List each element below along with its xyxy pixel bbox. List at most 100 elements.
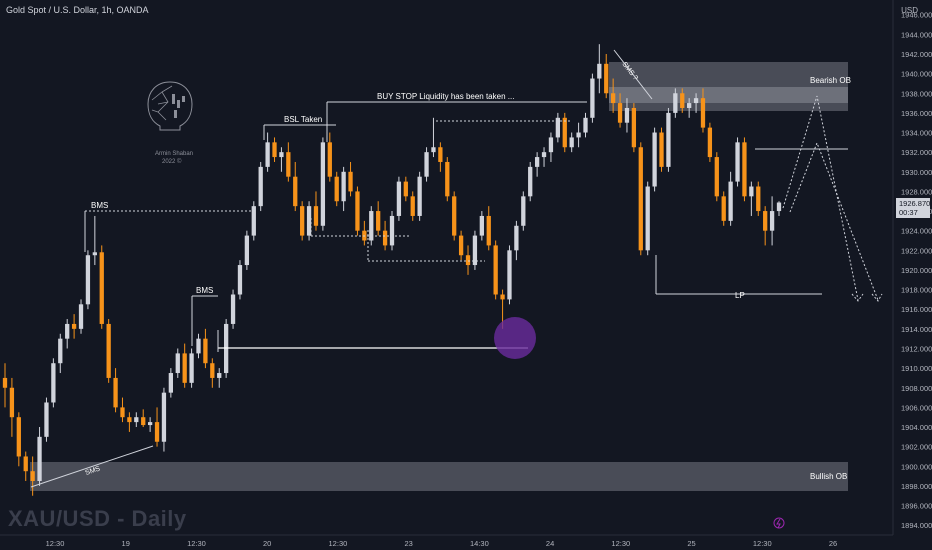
candle xyxy=(161,387,167,452)
candle xyxy=(700,88,706,133)
y-tick-label: 1946.000 xyxy=(901,11,932,20)
x-tick-label: 19 xyxy=(122,539,130,548)
candle xyxy=(576,122,581,148)
candle xyxy=(742,137,747,202)
y-tick-label: 1922.000 xyxy=(901,246,932,255)
candle xyxy=(528,161,533,202)
candle xyxy=(237,260,243,300)
y-tick-label: 1902.000 xyxy=(901,443,932,452)
candle xyxy=(452,191,457,241)
liquidity-sweep-circle[interactable] xyxy=(494,317,536,359)
candle xyxy=(203,328,208,369)
candle xyxy=(680,88,685,113)
candle xyxy=(23,451,28,482)
y-tick-label: 1930.000 xyxy=(901,168,932,177)
price-tag: 1926.870 00:37 xyxy=(896,198,930,218)
x-tick-label: 12:30 xyxy=(611,539,630,548)
candle xyxy=(486,206,491,251)
projection-path-2[interactable] xyxy=(789,141,879,301)
candle xyxy=(403,176,408,202)
candle xyxy=(334,171,339,207)
candle xyxy=(2,363,8,408)
candle xyxy=(120,397,125,423)
symbol-title: Gold Spot / U.S. Dollar, 1h, OANDA xyxy=(6,5,149,15)
logo-line-2: 2022 © xyxy=(162,158,182,165)
candle xyxy=(507,245,512,305)
y-tick-label: 1908.000 xyxy=(901,384,932,393)
candle xyxy=(141,409,146,428)
candle xyxy=(521,191,526,231)
candle xyxy=(410,191,415,221)
candle xyxy=(465,245,471,275)
x-tick-label: 23 xyxy=(404,539,412,548)
candle xyxy=(300,201,305,241)
x-tick-label: 24 xyxy=(546,539,554,548)
bms-label-mid: BMS xyxy=(196,286,213,295)
candle xyxy=(534,152,540,177)
y-tick-label: 1898.000 xyxy=(901,482,932,491)
y-tick-label: 1894.000 xyxy=(901,521,932,530)
candle xyxy=(189,348,194,388)
y-tick-label: 1918.000 xyxy=(901,286,932,295)
candle xyxy=(445,157,450,202)
y-tick-label: 1906.000 xyxy=(901,403,932,412)
drawings xyxy=(30,49,883,488)
candle xyxy=(389,211,395,251)
candle xyxy=(659,127,664,172)
price-axis[interactable]: 1894.000 1896.000 1898.000 1900.000 1902.000… xyxy=(892,0,932,550)
candle xyxy=(286,142,291,182)
candle xyxy=(313,191,319,231)
candle xyxy=(562,112,567,153)
x-tick-label: 12:30 xyxy=(46,539,65,548)
candle xyxy=(514,220,519,261)
candle xyxy=(424,147,429,182)
candle xyxy=(431,117,436,158)
candle xyxy=(265,132,270,172)
candle xyxy=(92,215,97,266)
candle xyxy=(631,103,637,153)
sms-trendline[interactable] xyxy=(30,445,154,488)
candle xyxy=(687,98,692,118)
flash-icon[interactable] xyxy=(773,517,785,529)
sms-question-trendline[interactable] xyxy=(613,49,653,100)
candle xyxy=(604,53,609,99)
candle xyxy=(327,132,332,182)
projection-path-1[interactable] xyxy=(782,95,859,301)
candle xyxy=(113,368,118,413)
candle xyxy=(369,206,374,246)
candle xyxy=(541,147,547,167)
candle xyxy=(99,245,104,329)
bearish-ob-zone[interactable] xyxy=(609,62,848,111)
candle xyxy=(548,132,554,162)
candle xyxy=(341,166,346,212)
candle xyxy=(438,142,443,172)
candle xyxy=(154,407,160,447)
time-axis[interactable]: 12:30 19 12:30 20 12:30 23 14:30 24 12:30 25 12:30… xyxy=(0,534,893,548)
candle xyxy=(196,333,201,359)
y-tick-label: 1900.000 xyxy=(901,462,932,471)
candle xyxy=(65,319,70,349)
candle xyxy=(51,358,56,408)
candle xyxy=(85,250,91,310)
candle xyxy=(396,176,402,221)
y-tick-label: 1928.000 xyxy=(901,187,932,196)
bearish-ob-label: Bearish OB xyxy=(810,76,851,85)
candle xyxy=(306,201,312,241)
candle xyxy=(555,112,560,143)
candle xyxy=(376,201,381,236)
candle xyxy=(258,161,263,212)
price-tag-value: 1926.870 xyxy=(899,199,930,208)
candle xyxy=(769,196,775,246)
candle xyxy=(756,181,761,216)
candle xyxy=(9,377,15,437)
bearish-ob-inner-zone xyxy=(609,87,848,103)
candle xyxy=(16,412,21,467)
candle xyxy=(348,161,353,197)
candle xyxy=(597,44,602,94)
x-tick-label: 12:30 xyxy=(753,539,772,548)
y-tick-label: 1912.000 xyxy=(901,344,932,353)
candle xyxy=(645,181,650,256)
bullish-ob-zone[interactable] xyxy=(30,462,848,491)
candle xyxy=(355,186,360,236)
